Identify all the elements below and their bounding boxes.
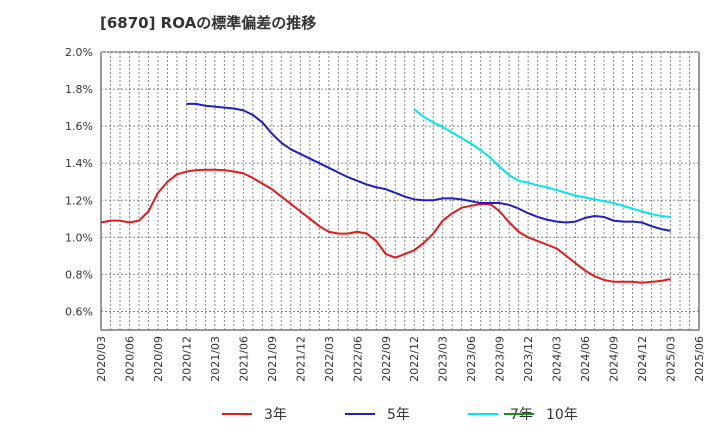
legend: 3年5年7年10年	[222, 407, 578, 423]
x-tick-label: 2022/12	[408, 336, 421, 382]
y-tick-label: 1.8%	[65, 83, 93, 96]
x-tick-label: 2022/09	[380, 336, 393, 382]
y-tick-label: 1.0%	[65, 231, 93, 244]
x-tick-label: 2021/06	[237, 336, 250, 382]
x-tick-label: 2023/09	[494, 336, 507, 382]
y-tick-label: 2.0%	[65, 46, 93, 59]
x-tick-label: 2024/03	[551, 336, 564, 382]
x-tick-label: 2020/12	[180, 336, 193, 382]
x-tick-label: 2021/12	[294, 336, 307, 382]
x-tick-label: 2024/06	[579, 336, 592, 382]
axis-layer: 2.0% 1.8% 1.6% 1.4% 1.2% 1.0% 0.8% 0.6% 2020/03 2…	[65, 46, 706, 382]
chart-title: [6870] ROAの標準偏差の推移	[100, 14, 317, 32]
series-layer	[100, 102, 671, 284]
x-tick-label: 2024/12	[636, 336, 649, 382]
x-tick-label: 2023/03	[437, 336, 450, 382]
x-tick-label: 2020/03	[95, 336, 108, 382]
y-tick-label: 0.8%	[65, 268, 93, 281]
y-tick-label: 1.2%	[65, 194, 93, 207]
y-tick-label: 1.6%	[65, 120, 93, 133]
x-tick-label: 2020/06	[123, 336, 136, 382]
y-tick-label: 1.4%	[65, 157, 93, 170]
x-tick-label: 2023/12	[522, 336, 535, 382]
grid-layer	[100, 51, 700, 331]
legend-label-0: 3年	[264, 407, 287, 423]
x-tick-label: 2025/03	[665, 336, 678, 382]
x-tick-label: 2021/03	[209, 336, 222, 382]
legend-label-3: 10年	[546, 407, 578, 423]
series-line-2	[413, 108, 671, 218]
x-tick-label: 2024/09	[608, 336, 621, 382]
series-line-0	[100, 168, 671, 284]
x-tick-label: 2023/06	[465, 336, 478, 382]
legend-label-1: 5年	[387, 407, 410, 423]
x-tick-label: 2022/06	[351, 336, 364, 382]
x-tick-label: 2021/09	[266, 336, 279, 382]
x-tick-label: 2020/09	[152, 336, 165, 382]
plot-frame	[100, 51, 700, 331]
x-tick-label: 2022/03	[323, 336, 336, 382]
series-line-1	[186, 102, 671, 232]
y-tick-label: 0.6%	[65, 305, 93, 318]
x-tick-label: 2025/06	[693, 336, 706, 382]
